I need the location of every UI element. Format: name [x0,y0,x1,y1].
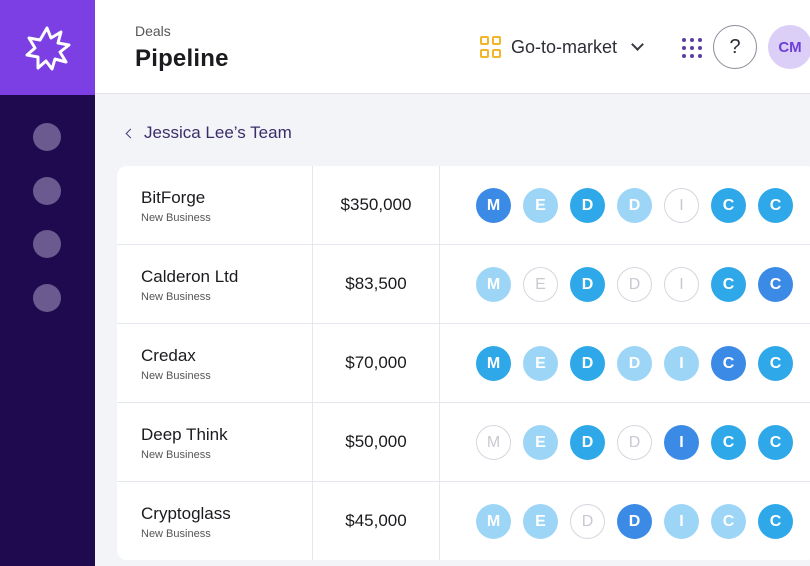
stage-dot[interactable]: C [711,346,746,381]
chevron-left-icon [125,128,136,138]
side-rail [0,95,95,566]
rail-nav-item[interactable] [33,177,61,205]
column-divider [312,403,313,481]
stage-dot[interactable]: C [758,267,793,302]
stage-dot[interactable]: D [617,267,652,302]
rail-nav-item[interactable] [33,123,61,151]
back-link-label: Jessica Lee’s Team [144,123,292,142]
column-divider [439,245,440,323]
stage-dot[interactable]: E [523,425,558,460]
stage-dot[interactable]: D [570,425,605,460]
column-divider [439,403,440,481]
chevron-down-icon [631,37,644,51]
deal-company-name: Cryptoglass [141,504,231,523]
app-logo[interactable] [0,0,95,95]
column-divider [439,482,440,560]
apps-grid-icon[interactable] [682,38,702,58]
deal-type: New Business [141,370,211,382]
column-divider [312,166,313,244]
deals-table: BitForge New Business $350,000 M E D D I C C Calde… [117,166,810,560]
starburst-logo-icon [25,26,70,70]
user-avatar[interactable]: CM [768,25,810,69]
stage-dot[interactable]: D [617,346,652,381]
stage-dot[interactable]: D [617,188,652,223]
stage-dot[interactable]: D [570,267,605,302]
help-button[interactable]: ? [713,25,757,69]
deal-type: New Business [141,212,211,224]
stage-dot[interactable]: I [664,504,699,539]
stage-dot[interactable]: M [476,425,511,460]
stage-dot[interactable]: C [758,504,793,539]
workspace-label: Go-to-market [511,36,618,57]
breadcrumb[interactable]: Deals [135,23,171,39]
stage-dot[interactable]: C [711,267,746,302]
column-divider [312,482,313,560]
stage-dot[interactable]: I [664,267,699,302]
deal-row[interactable]: Cryptoglass New Business $45,000 M E D D I C C [117,482,810,560]
deal-type: New Business [141,291,211,303]
deal-amount: $45,000 [345,511,407,530]
deal-row[interactable]: Deep Think New Business $50,000 M E D D I C C [117,403,810,482]
stage-dot[interactable]: C [758,188,793,223]
stage-dot[interactable]: D [570,504,605,539]
stage-dot[interactable]: I [664,425,699,460]
workspace-switcher[interactable]: Go-to-market [480,36,644,58]
deal-amount: $70,000 [345,353,407,372]
rail-nav-item[interactable] [33,284,61,312]
deal-company-name: Credax [141,346,196,365]
stage-dot[interactable]: M [476,504,511,539]
stage-dot[interactable]: E [523,504,558,539]
stage-dot[interactable]: D [570,346,605,381]
deal-row[interactable]: BitForge New Business $350,000 M E D D I C C [117,166,810,245]
column-divider [439,324,440,402]
deal-company-name: BitForge [141,188,206,207]
column-divider [312,245,313,323]
column-divider [312,324,313,402]
back-link[interactable]: Jessica Lee’s Team [125,123,292,143]
deal-type: New Business [141,528,211,540]
stage-dot[interactable]: E [523,346,558,381]
grid-squares-icon [480,36,502,58]
stage-dot[interactable]: C [758,346,793,381]
stage-dot[interactable]: I [664,346,699,381]
deal-row[interactable]: Credax New Business $70,000 M E D D I C C [117,324,810,403]
deal-amount: $83,500 [345,274,407,293]
stage-dot[interactable]: D [617,425,652,460]
page-title: Pipeline [135,45,229,72]
top-header: Deals Pipeline Go-to-market ? CM [95,0,810,94]
stage-dot[interactable]: I [664,188,699,223]
stage-dot[interactable]: C [711,425,746,460]
column-divider [439,166,440,244]
stage-dot[interactable]: C [758,425,793,460]
rail-nav-item[interactable] [33,230,61,258]
deal-amount: $50,000 [345,432,407,451]
deal-company-name: Calderon Ltd [141,267,239,286]
deal-amount: $350,000 [340,195,412,214]
deal-row[interactable]: Calderon Ltd New Business $83,500 M E D D I C C [117,245,810,324]
stage-dot[interactable]: C [711,188,746,223]
stage-dot[interactable]: M [476,188,511,223]
stage-dot[interactable]: M [476,267,511,302]
stage-dot[interactable]: D [570,188,605,223]
deal-company-name: Deep Think [141,425,228,444]
stage-dot[interactable]: E [523,188,558,223]
deal-type: New Business [141,449,211,461]
stage-dot[interactable]: C [711,504,746,539]
stage-dot[interactable]: M [476,346,511,381]
stage-dot[interactable]: D [617,504,652,539]
stage-dot[interactable]: E [523,267,558,302]
